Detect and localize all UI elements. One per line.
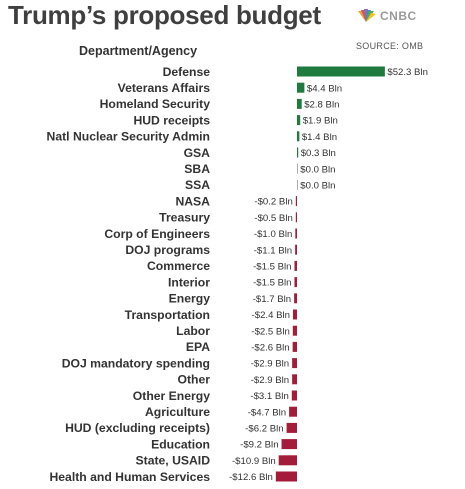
- bar: [297, 163, 298, 174]
- bar: [297, 82, 305, 93]
- category-label: NASA: [175, 194, 210, 208]
- bar: [292, 358, 297, 369]
- bar: [295, 212, 297, 223]
- category-label: DOJ mandatory spending: [62, 356, 210, 370]
- bar: [295, 228, 297, 239]
- value-label: $0.3 Bln: [301, 148, 336, 159]
- value-label: $0.0 Bln: [300, 164, 335, 175]
- category-label: HUD receipts: [133, 113, 210, 127]
- value-label: -$10.9 Bln: [232, 456, 276, 467]
- bar: [295, 244, 297, 255]
- category-label: Interior: [168, 275, 210, 289]
- category-label: Defense: [163, 65, 211, 79]
- category-label: DOJ programs: [125, 243, 210, 257]
- bar: [292, 309, 297, 320]
- bar: [297, 98, 302, 109]
- value-label: -$0.2 Bln: [254, 197, 292, 208]
- value-label: -$1.5 Bln: [253, 262, 291, 273]
- bar: [297, 179, 298, 190]
- category-label: State, USAID: [136, 454, 211, 468]
- value-label: $0.0 Bln: [300, 181, 335, 192]
- category-label: Energy: [169, 292, 211, 306]
- bar: [292, 374, 297, 385]
- value-label: -$2.9 Bln: [251, 375, 289, 386]
- bar: [297, 66, 385, 77]
- column-header: Department/Agency: [79, 44, 198, 58]
- value-label: -$2.6 Bln: [251, 343, 289, 354]
- value-label: -$6.2 Bln: [245, 424, 283, 435]
- bar: [297, 115, 301, 126]
- value-label: -$9.2 Bln: [240, 440, 278, 451]
- category-label: HUD (excluding receipts): [65, 421, 210, 435]
- bar: [297, 131, 300, 142]
- bar: [286, 422, 297, 433]
- category-label: Other Energy: [133, 389, 210, 403]
- category-label: Homeland Security: [100, 97, 211, 111]
- brand-name: CNBC: [380, 9, 417, 23]
- bar: [297, 147, 299, 158]
- category-label: Natl Nuclear Security Admin: [47, 130, 210, 144]
- value-label: -$1.7 Bln: [253, 294, 291, 305]
- value-label: -$1.5 Bln: [253, 278, 291, 289]
- value-label: -$3.1 Bln: [250, 391, 288, 402]
- category-label: Commerce: [147, 259, 210, 273]
- value-label: $52.3 Bln: [387, 67, 428, 78]
- bar: [278, 455, 297, 466]
- value-label: -$2.4 Bln: [252, 310, 290, 321]
- source-note: SOURCE: OMB: [356, 41, 424, 51]
- category-label: Agriculture: [145, 405, 210, 419]
- bar: [291, 390, 297, 401]
- brand-logo: CNBC: [355, 7, 465, 25]
- value-label: -$1.1 Bln: [254, 245, 292, 256]
- value-label: -$4.7 Bln: [248, 407, 286, 418]
- bar: [275, 471, 297, 482]
- category-label: Veterans Affairs: [118, 81, 211, 95]
- value-label: $2.8 Bln: [304, 100, 339, 111]
- value-label: $1.4 Bln: [302, 132, 337, 143]
- category-label: Other: [177, 373, 210, 387]
- bar: [294, 277, 297, 288]
- category-label: Labor: [176, 324, 210, 338]
- value-label: $4.4 Bln: [307, 83, 342, 94]
- value-label: -$2.9 Bln: [251, 359, 289, 370]
- bar: [294, 260, 297, 271]
- value-label: -$12.6 Bln: [229, 472, 273, 483]
- category-label: Corp of Engineers: [104, 227, 210, 241]
- bar: [295, 196, 297, 207]
- value-label: -$1.0 Bln: [254, 229, 292, 240]
- bar: [292, 341, 297, 352]
- bar: [294, 293, 297, 304]
- value-label: -$2.5 Bln: [251, 326, 289, 337]
- category-label: Treasury: [159, 211, 210, 225]
- bar: [289, 406, 297, 417]
- category-label: GSA: [184, 146, 211, 160]
- page-title: Trump’s proposed budget: [8, 0, 321, 30]
- value-label: $1.9 Bln: [303, 116, 338, 127]
- category-label: Health and Human Services: [49, 470, 210, 484]
- value-label: -$0.5 Bln: [254, 213, 292, 224]
- category-label: Education: [151, 437, 210, 451]
- bar: [281, 439, 297, 450]
- bar: [292, 325, 297, 336]
- category-label: SSA: [185, 178, 210, 192]
- category-label: SBA: [184, 162, 210, 176]
- category-label: Transportation: [125, 308, 210, 322]
- category-label: EPA: [186, 340, 210, 354]
- peacock-icon: [358, 9, 376, 22]
